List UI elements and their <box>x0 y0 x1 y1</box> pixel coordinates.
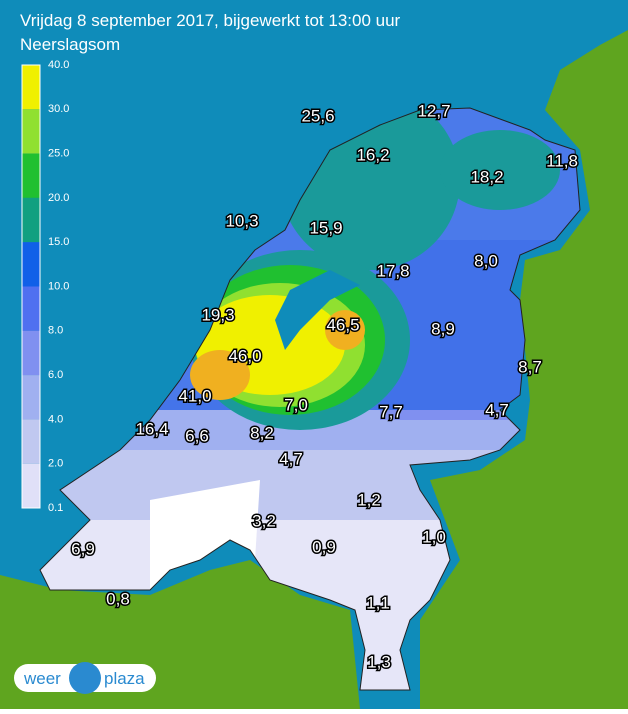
station-label: 16,2 <box>356 145 389 164</box>
logo: weer plaza <box>14 662 156 694</box>
station-label: 8,7 <box>518 357 542 376</box>
labels: 25,6 12,7 16,2 18,2 11,8 10,3 15,9 17,8 8,0 19,3 4… <box>70 100 580 673</box>
land <box>0 30 628 709</box>
station-label: 0,8 <box>106 589 130 608</box>
legend-swatch <box>22 330 40 376</box>
legend-swatch <box>22 65 40 110</box>
station-label: 6,6 <box>185 426 209 445</box>
legend-swatch <box>22 242 40 287</box>
legend-label: 4.0 <box>48 413 63 425</box>
station-label: 4,7 <box>485 400 509 419</box>
station-label: 46,0 <box>228 346 261 365</box>
station-label: 10,3 <box>225 211 258 230</box>
station-label: 17,8 <box>376 261 409 280</box>
station-label: 1,1 <box>366 593 390 612</box>
station-label: 8,2 <box>250 423 274 442</box>
legend-swatch <box>22 286 40 331</box>
logo-icon <box>69 662 101 694</box>
legend: 40.0 30.0 25.0 20.0 15.0 10.0 8.0 6.0 4.0 2.0 0.1 <box>21 59 69 514</box>
station-label: 6,9 <box>71 539 95 558</box>
legend-swatch <box>22 153 40 198</box>
legend-label: 2.0 <box>48 458 63 470</box>
zone <box>325 310 365 350</box>
station-label: 7,0 <box>284 395 308 414</box>
legend-label: 40.0 <box>48 59 69 71</box>
legend-label: 15.0 <box>48 236 69 248</box>
station-label: 11,8 <box>546 151 578 170</box>
station-label: 1,3 <box>367 652 391 671</box>
subtitle: Neerslagsom <box>20 35 120 54</box>
legend-label: 6.0 <box>48 369 63 381</box>
station-label: 15,9 <box>309 218 342 237</box>
ijsselmeer <box>275 270 360 350</box>
legend-swatch <box>22 109 40 154</box>
legend-label: 25.0 <box>48 148 69 160</box>
legend-swatch <box>22 463 40 508</box>
legend-label: 10.0 <box>48 280 69 292</box>
zone <box>190 350 250 400</box>
station-label: 8,0 <box>474 251 498 270</box>
station-label: 1,2 <box>357 490 381 509</box>
legend-label: 30.0 <box>48 103 69 115</box>
zone <box>440 130 560 210</box>
station-label: 0,9 <box>312 537 336 556</box>
station-label: 4,7 <box>279 449 303 468</box>
legend-swatch <box>22 197 40 243</box>
station-label: 3,2 <box>252 511 276 530</box>
station-label: 46,5 <box>326 315 359 334</box>
legend-swatch <box>22 419 40 464</box>
logo-left: weer <box>23 669 61 688</box>
station-label: 25,6 <box>301 106 334 125</box>
legend-label: 0.1 <box>48 502 63 514</box>
legend-label: 8.0 <box>48 325 63 337</box>
station-label: 7,7 <box>379 402 403 421</box>
station-label: 41,0 <box>178 386 211 405</box>
station-label: 16,4 <box>135 419 168 438</box>
legend-swatch <box>22 375 40 420</box>
station-label: 19,3 <box>201 305 234 324</box>
legend-label: 20.0 <box>48 192 69 204</box>
station-label: 12,7 <box>417 101 450 120</box>
station-label: 8,9 <box>431 319 455 338</box>
station-label: 18,2 <box>470 167 503 186</box>
legend-frame <box>21 64 41 509</box>
logo-right: plaza <box>104 669 145 688</box>
title: Vrijdag 8 september 2017, bijgewerkt tot… <box>20 11 401 30</box>
station-label: 1,0 <box>422 527 446 546</box>
